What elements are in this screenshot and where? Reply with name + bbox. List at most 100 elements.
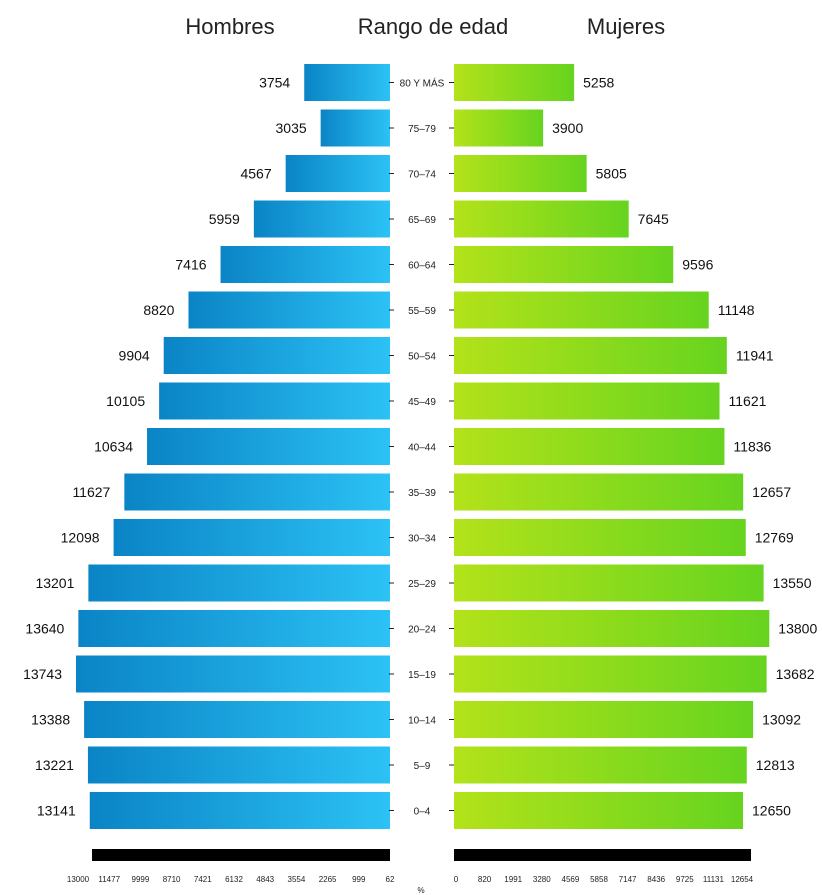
men-axis-tick-label: 4843 (256, 875, 274, 884)
age-range-label: 60–64 (408, 261, 436, 272)
women-bar (454, 746, 747, 784)
men-value-label: 9904 (119, 348, 150, 364)
women-bar (454, 655, 767, 693)
men-bar (84, 701, 391, 738)
age-range-label: 55–59 (408, 306, 436, 317)
women-value-label: 12813 (756, 757, 795, 773)
age-range-label: 45–49 (408, 397, 436, 408)
women-bar (454, 337, 727, 374)
women-value-label: 13682 (776, 666, 815, 682)
women-bar (454, 610, 770, 647)
men-bar (87, 746, 391, 784)
women-axis-bar (454, 849, 751, 861)
women-value-label: 12650 (752, 803, 791, 819)
men-axis-tick-label: 11477 (98, 875, 120, 884)
men-axis-tick-label: 6132 (225, 875, 243, 884)
women-value-label: 5258 (583, 75, 614, 91)
men-axis-tick-label: 62 (386, 875, 395, 884)
men-value-label: 11627 (72, 484, 110, 500)
men-value-label: 13388 (31, 712, 70, 728)
axis-unit-label: % (417, 886, 424, 895)
age-range-label: 5–9 (414, 761, 431, 772)
men-value-label: 8820 (143, 302, 174, 318)
women-axis-tick-label: 820 (478, 875, 492, 884)
women-bar (454, 701, 754, 738)
men-value-label: 7416 (175, 257, 206, 273)
age-range-label: 10–14 (408, 716, 436, 727)
women-value-label: 3900 (552, 120, 583, 136)
women-bar (454, 109, 544, 147)
age-range-label: 65–69 (408, 215, 436, 226)
women-axis-tick-label: 1991 (504, 875, 522, 884)
women-value-label: 9596 (682, 257, 713, 273)
age-range-label: 70–74 (408, 170, 436, 181)
men-axis-bar (92, 849, 390, 861)
age-range-label: 0–4 (414, 807, 431, 818)
men-value-label: 5959 (209, 211, 240, 227)
women-value-label: 12769 (755, 530, 794, 546)
women-value-label: 7645 (638, 211, 669, 227)
women-value-label: 5805 (596, 166, 627, 182)
age-range-label: 20–24 (408, 625, 436, 636)
men-axis-tick-label: 7421 (194, 875, 212, 884)
men-axis-tick-label: 3554 (288, 875, 306, 884)
women-bar (454, 428, 725, 465)
women-bar (454, 473, 744, 511)
men-value-label: 10105 (106, 393, 145, 409)
men-value-label: 12098 (61, 530, 100, 546)
women-value-label: 13550 (773, 575, 812, 591)
women-header: Mujeres (587, 14, 665, 39)
women-axis-tick-label: 12654 (731, 875, 754, 884)
men-bar (220, 246, 390, 283)
age-range-label: 50–54 (408, 352, 436, 363)
women-axis-tick-label: 7147 (619, 875, 637, 884)
age-range-label: 30–34 (408, 534, 436, 545)
women-axis-tick-label: 8436 (647, 875, 665, 884)
men-axis-tick-label: 2265 (319, 875, 337, 884)
men-bar (285, 155, 390, 192)
women-value-label: 12657 (752, 484, 791, 500)
bars-group: 3754 5258 80 Y MÁS 3035 3900 75–79 4567 5805 70–… (23, 64, 817, 829)
men-axis-tick-label: 999 (352, 875, 366, 884)
men-bar (88, 564, 391, 602)
men-bar (124, 473, 390, 511)
women-value-label: 11148 (718, 302, 755, 318)
age-range-header: Rango de edad (358, 14, 508, 39)
men-bar (159, 382, 390, 420)
men-value-label: 13743 (23, 666, 62, 682)
women-value-label: 11836 (733, 439, 771, 455)
women-bar (454, 564, 764, 602)
men-axis-tick-label: 9999 (132, 875, 150, 884)
men-bar (78, 610, 391, 647)
age-range-label: 40–44 (408, 443, 436, 454)
men-value-label: 4567 (240, 166, 271, 182)
men-bar (113, 519, 390, 556)
women-axis-tick-label: 11131 (703, 875, 725, 884)
men-bar (147, 428, 390, 465)
men-axis-tick-label: 13000 (67, 875, 90, 884)
age-range-label: 75–79 (408, 124, 436, 135)
men-bar (76, 655, 390, 693)
women-axis-tick-label: 5858 (590, 875, 608, 884)
women-bar (454, 792, 744, 829)
women-bar (454, 64, 575, 101)
women-value-label: 13092 (762, 712, 801, 728)
men-value-label: 13221 (35, 757, 74, 773)
women-bar (454, 200, 629, 238)
women-value-label: 11941 (736, 348, 774, 364)
men-header: Hombres (185, 14, 274, 39)
women-axis-tick-label: 9725 (676, 875, 694, 884)
men-value-label: 13141 (37, 803, 76, 819)
women-axis-tick-label: 0 (454, 875, 459, 884)
women-bar (454, 155, 587, 192)
women-axis-tick-label: 3280 (533, 875, 551, 884)
women-bar (454, 382, 720, 420)
women-bar (454, 519, 746, 556)
men-bar (89, 792, 391, 829)
axis-ticks-group: 13000 11477 9999 8710 7421 6132 4843 3554 2265 99… (67, 875, 754, 884)
men-value-label: 3754 (259, 75, 290, 91)
men-axis-tick-label: 8710 (163, 875, 181, 884)
men-bar (163, 337, 390, 374)
men-bar (304, 64, 390, 101)
